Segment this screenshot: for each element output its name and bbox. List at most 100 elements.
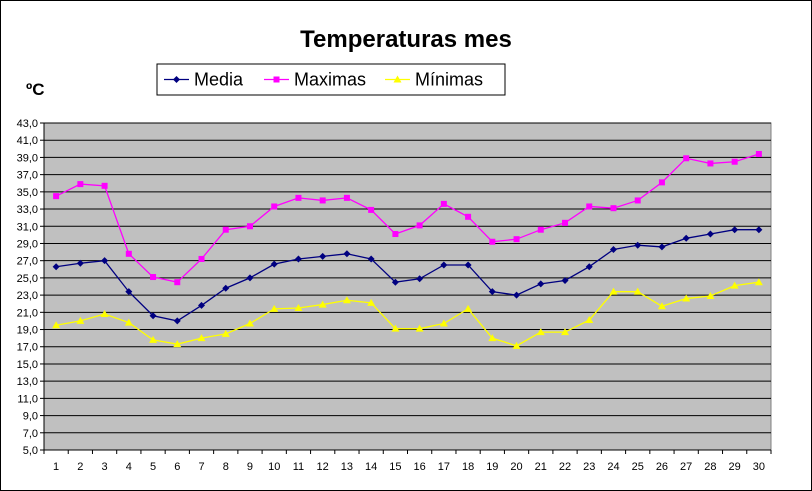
y-tick-label: 19,0 <box>17 325 38 337</box>
data-point <box>368 206 375 213</box>
x-tick-label: 16 <box>413 461 425 473</box>
y-tick-label: 7,0 <box>23 428 38 440</box>
data-point <box>391 324 400 332</box>
x-tick-label: 14 <box>365 461 377 473</box>
data-point <box>585 263 593 271</box>
y-tick-label: 15,0 <box>17 359 38 371</box>
x-tick-label: 10 <box>268 461 280 473</box>
data-point <box>465 213 472 220</box>
series-line-1 <box>56 229 759 322</box>
data-point <box>658 243 666 251</box>
legend-swatch-marker <box>173 76 180 83</box>
data-point <box>53 193 60 200</box>
data-point <box>464 261 472 269</box>
data-point <box>125 250 132 257</box>
data-point <box>658 179 665 186</box>
data-point <box>173 340 182 348</box>
x-tick-label: 3 <box>102 461 108 473</box>
data-point <box>609 287 618 295</box>
data-point <box>586 203 593 210</box>
data-point <box>755 150 762 157</box>
data-point <box>245 319 254 327</box>
data-point <box>707 160 714 167</box>
data-point <box>513 236 520 243</box>
x-tick-label: 1 <box>53 461 59 473</box>
y-tick-label: 11,0 <box>17 393 38 405</box>
x-tick-label: 18 <box>462 461 474 473</box>
data-point <box>246 223 253 230</box>
data-point <box>149 312 157 320</box>
data-point <box>731 158 738 165</box>
data-point <box>222 226 229 233</box>
legend-swatch-marker <box>273 76 280 83</box>
data-point <box>125 288 133 296</box>
x-tick-label: 6 <box>174 461 180 473</box>
data-point <box>270 260 278 268</box>
data-point <box>391 278 399 286</box>
legend-swatch-marker <box>393 75 402 83</box>
x-tick-label: 23 <box>583 461 595 473</box>
data-point <box>440 200 447 207</box>
data-point <box>634 241 642 249</box>
data-point <box>706 230 714 238</box>
data-point <box>270 304 279 312</box>
y-tick-label: 23,0 <box>17 290 38 302</box>
data-point <box>52 263 60 271</box>
data-point <box>343 194 350 201</box>
data-point <box>634 197 641 204</box>
data-point <box>294 304 303 312</box>
data-point <box>561 276 569 284</box>
data-point <box>755 226 763 234</box>
data-point <box>513 291 521 299</box>
data-point <box>342 296 351 304</box>
x-tick-label: 21 <box>535 461 547 473</box>
y-tick-label: 33,0 <box>17 204 38 216</box>
data-point <box>512 341 521 349</box>
data-point <box>367 255 375 263</box>
data-point <box>610 205 617 212</box>
data-point <box>537 226 544 233</box>
x-tick-label: 11 <box>293 461 304 473</box>
y-tick-label: 31,0 <box>17 221 38 233</box>
data-point <box>101 182 108 189</box>
legend-entry-label: Maximas <box>294 70 366 90</box>
y-tick-label: 13,0 <box>17 376 38 388</box>
x-tick-label: 15 <box>389 461 401 473</box>
data-point <box>585 316 594 324</box>
data-point <box>367 298 376 306</box>
data-point <box>246 274 254 282</box>
data-point <box>706 291 715 299</box>
y-tick-label: 43,0 <box>17 118 38 130</box>
y-tick-label: 27,0 <box>17 256 38 268</box>
x-tick-label: 17 <box>438 461 450 473</box>
data-point <box>150 274 157 281</box>
data-point <box>536 328 545 336</box>
data-point <box>124 318 133 326</box>
x-tick-label: 30 <box>753 461 765 473</box>
data-point <box>222 284 230 292</box>
x-tick-label: 8 <box>223 461 229 473</box>
data-point <box>198 255 205 262</box>
y-tick-label: 35,0 <box>17 187 38 199</box>
data-point <box>198 301 206 309</box>
x-tick-label: 20 <box>510 461 522 473</box>
y-tick-label: 29,0 <box>17 238 38 250</box>
series-line-2 <box>55 153 760 283</box>
data-point <box>489 238 496 245</box>
data-point <box>294 255 302 263</box>
data-point <box>561 328 570 336</box>
data-point <box>562 219 569 226</box>
chart-title: Temperaturas mes <box>300 26 512 53</box>
x-tick-label: 19 <box>486 461 498 473</box>
data-point <box>464 304 473 312</box>
data-point <box>319 252 327 260</box>
data-point <box>76 316 85 324</box>
y-tick-label: 41,0 <box>17 135 38 147</box>
y-tick-label: 5,0 <box>23 445 38 457</box>
x-tick-label: 4 <box>126 461 132 473</box>
data-point <box>295 194 302 201</box>
data-point <box>52 321 61 329</box>
data-point <box>318 300 327 308</box>
data-point <box>731 226 739 234</box>
